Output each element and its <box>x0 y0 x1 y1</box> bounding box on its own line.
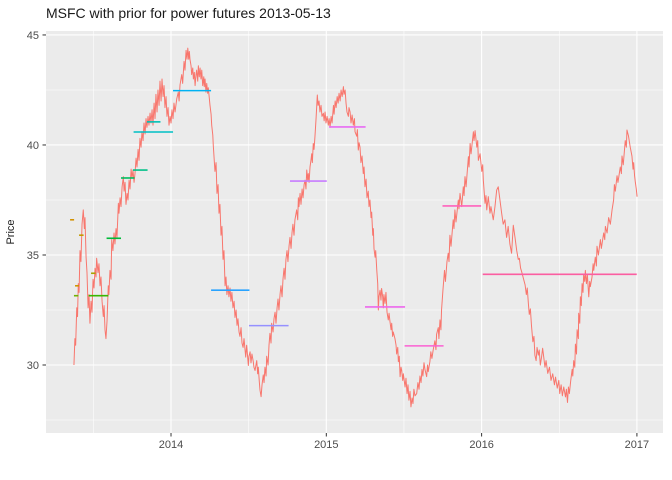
panel-background <box>46 31 663 433</box>
x-tick-label: 2016 <box>469 439 493 451</box>
y-axis-title: Price <box>5 219 17 245</box>
x-tick-label: 2014 <box>159 439 183 451</box>
y-tick-label: 40 <box>27 140 39 152</box>
chart-title: MSFC with prior for power futures 2013-0… <box>46 5 331 21</box>
x-tick-label: 2017 <box>625 439 649 451</box>
y-tick-label: 45 <box>27 30 39 42</box>
price-line <box>73 47 638 408</box>
y-tick-label: 30 <box>27 360 39 372</box>
x-tick-label: 2015 <box>314 439 338 451</box>
y-tick-label: 35 <box>27 250 39 262</box>
